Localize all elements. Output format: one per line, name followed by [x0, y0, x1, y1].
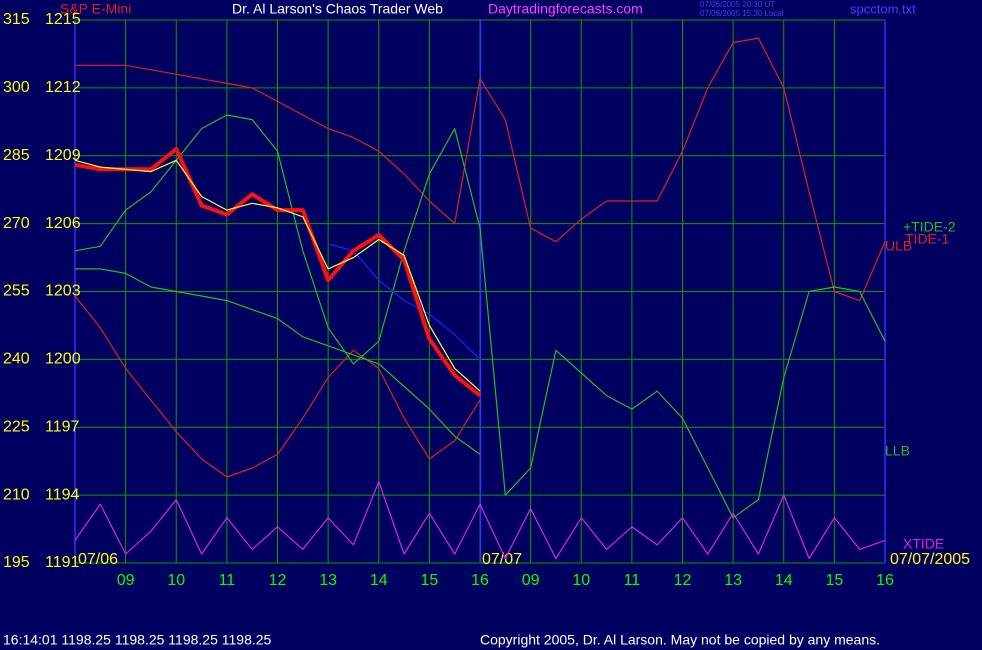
x-tick-label: 16 — [471, 572, 489, 589]
y-tick-label: 255 — [3, 283, 30, 300]
y-tick-label: 195 — [3, 554, 30, 571]
y-tick-label: 210 — [3, 486, 30, 503]
y2-tick-label: 1194 — [45, 486, 80, 503]
series-line — [74, 295, 481, 478]
x-tick-label: 13 — [724, 572, 742, 589]
series-line — [74, 114, 886, 519]
x-tick-label: 16 — [876, 572, 894, 589]
y2-tick-label: 1212 — [45, 79, 81, 96]
x-tick-label: 10 — [572, 572, 590, 589]
x-tick-label: 14 — [775, 572, 793, 589]
x-tick-label: 12 — [674, 572, 692, 589]
y-tick-label: 240 — [3, 351, 30, 368]
x-tick-label: 15 — [420, 572, 438, 589]
date-label: 07/06 — [78, 551, 118, 568]
y2-tick-label: 1203 — [45, 283, 81, 300]
x-tick-label: 14 — [370, 572, 388, 589]
y-tick-label: 300 — [3, 79, 30, 96]
x-tick-label: 09 — [117, 572, 135, 589]
y2-tick-label: 1197 — [45, 418, 80, 435]
y-tick-label: 285 — [3, 147, 30, 164]
date-label: 07/07/2005 — [890, 551, 970, 568]
series-label: LLB — [885, 443, 910, 459]
series-line — [75, 37, 886, 302]
series-line — [74, 147, 482, 398]
y-tick-label: 270 — [3, 215, 30, 232]
x-tick-label: 13 — [319, 572, 337, 589]
footer-quote: 16:14:01 1198.25 1198.25 1198.25 1198.25 — [3, 632, 272, 648]
x-tick-label: 15 — [825, 572, 843, 589]
y2-tick-label: 1209 — [45, 147, 81, 164]
series-line — [75, 268, 481, 455]
x-tick-label: 12 — [269, 572, 287, 589]
y2-tick-label: 1206 — [45, 215, 81, 232]
timestamp: 07/06/2005 15:30 Local — [700, 9, 784, 18]
series-line — [74, 481, 886, 560]
series-label: XTIDE — [903, 536, 944, 552]
x-tick-label: 09 — [522, 572, 540, 589]
y2-tick-label: 1200 — [45, 351, 81, 368]
series-label: ULB — [885, 238, 912, 254]
x-tick-label: 11 — [219, 572, 236, 589]
chart-title: Dr. Al Larson's Chaos Trader Web — [232, 1, 443, 17]
y-tick-label: 315 — [3, 11, 30, 28]
website: Daytradingforecasts.com — [488, 1, 643, 17]
file-name: spcctom.txt — [850, 1, 916, 16]
series-line — [74, 159, 481, 392]
y2-tick-label: 1191 — [45, 554, 80, 571]
instrument: S&P E-Mini — [60, 1, 131, 17]
series-label: +TIDE-2 — [903, 219, 956, 235]
copyright: Copyright 2005, Dr. Al Larson. May not b… — [480, 632, 880, 648]
timestamp: 07/06/2005 20:30 UT — [700, 0, 775, 9]
date-label: 07/07 — [482, 551, 522, 568]
series-label: TIDE-1 — [905, 231, 950, 247]
y2-tick-label: 1215 — [45, 11, 81, 28]
y-tick-label: 225 — [3, 418, 30, 435]
x-tick-label: 11 — [624, 572, 641, 589]
x-tick-label: 10 — [167, 572, 185, 589]
